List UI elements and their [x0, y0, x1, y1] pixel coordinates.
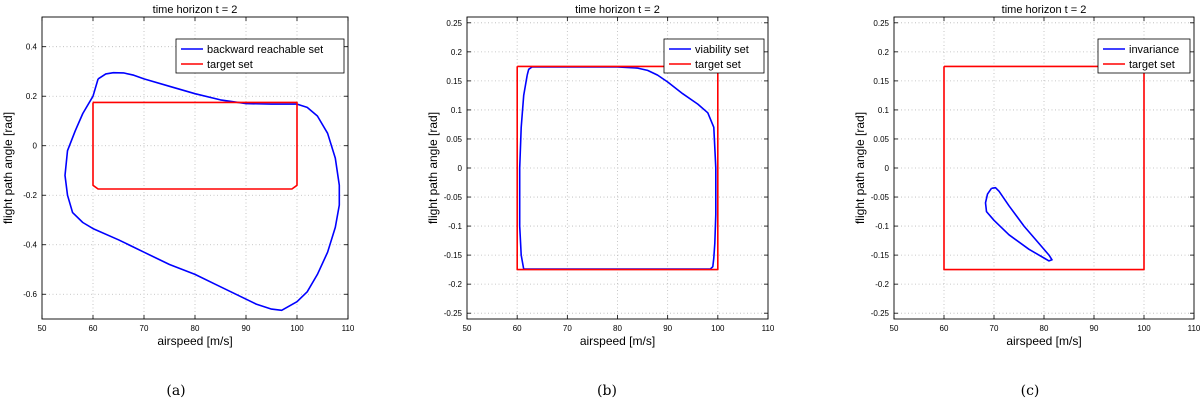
y-tick-label: -0.6	[23, 290, 37, 299]
chart-title: time horizon t = 2	[153, 4, 238, 16]
x-tick-label: 60	[89, 324, 98, 333]
legend-label: target set	[207, 59, 253, 71]
y-tick-label: 0.25	[873, 19, 889, 28]
y-axis-label: flight path angle [rad]	[853, 112, 867, 224]
y-tick-label: 0	[33, 142, 38, 151]
x-tick-label: 80	[613, 324, 622, 333]
legend: invariance target set	[1097, 38, 1191, 74]
legend-box	[175, 38, 345, 74]
x-tick-label: 100	[711, 324, 725, 333]
x-axis-label: airspeed [m/s]	[157, 334, 232, 348]
legend: backward reachable set target set	[175, 38, 345, 74]
y-axis-label: flight path angle [rad]	[1, 112, 15, 224]
y-tick-label: -0.25	[444, 309, 463, 318]
x-tick-label: 70	[140, 324, 149, 333]
y-tick-label: -0.4	[23, 241, 37, 250]
legend-label: target set	[1129, 59, 1175, 71]
axes-frame	[41, 16, 349, 320]
series-line-target-set	[943, 65, 1145, 271]
x-tick-label: 110	[762, 324, 775, 333]
panel-caption: (c)	[1021, 383, 1040, 399]
y-tick-label: 0.15	[446, 77, 462, 86]
x-tick-label: 70	[990, 324, 999, 333]
chart-title: time horizon t = 2	[575, 4, 660, 16]
legend-label: target set	[695, 59, 741, 71]
y-tick-label: -0.25	[871, 309, 890, 318]
x-tick-label: 110	[1188, 324, 1201, 333]
y-tick-label: 0	[885, 164, 890, 173]
legend-box	[663, 38, 765, 74]
y-tick-label: 0.15	[873, 77, 889, 86]
y-tick-label: -0.1	[448, 222, 462, 231]
x-tick-label: 80	[191, 324, 200, 333]
series-line-primary	[984, 186, 1053, 262]
series-line-target-set	[92, 101, 298, 190]
chart-panel-2: 50 60 70 80 90 100 110 -0.25 -0.2 -0.15 -0.1 -0.05 0…	[426, 4, 775, 399]
y-tick-label: 0	[458, 164, 463, 173]
x-tick-label: 60	[940, 324, 949, 333]
y-tick-label: -0.2	[448, 280, 462, 289]
x-tick-label: 90	[663, 324, 672, 333]
y-axis-label: flight path angle [rad]	[426, 112, 440, 224]
y-tick-label: -0.05	[871, 193, 890, 202]
y-tick-label: 0.4	[26, 43, 38, 52]
legend-box	[1097, 38, 1191, 74]
chart-panel-1: 50 60 70 80 90 100 110 -0.6 -0.4 -0.2 0 0.2 0.4 time …	[1, 4, 355, 399]
x-tick-label: 100	[1137, 324, 1151, 333]
x-tick-label: 50	[38, 324, 47, 333]
x-tick-label: 70	[563, 324, 572, 333]
panel-caption: (a)	[166, 383, 185, 399]
series-line-primary	[64, 71, 341, 312]
y-tick-label: -0.1	[875, 222, 889, 231]
y-tick-label: 0.25	[446, 19, 462, 28]
series-line-target-set	[516, 65, 719, 271]
x-tick-label: 100	[290, 324, 304, 333]
y-tick-label: 0.1	[878, 106, 890, 115]
y-tick-label: 0.2	[26, 92, 38, 101]
y-tick-label: 0.1	[451, 106, 463, 115]
x-tick-label: 110	[342, 324, 355, 333]
chart-title: time horizon t = 2	[1002, 4, 1087, 16]
legend-label: invariance	[1129, 44, 1179, 56]
x-axis-label: airspeed [m/s]	[580, 334, 655, 348]
x-tick-label: 80	[1040, 324, 1049, 333]
axes-frame	[893, 16, 1195, 320]
x-axis-label: airspeed [m/s]	[1006, 334, 1081, 348]
x-tick-label: 90	[1090, 324, 1099, 333]
y-tick-label: -0.2	[875, 280, 889, 289]
y-tick-label: 0.2	[878, 48, 890, 57]
chart-panel-3: 50 60 70 80 90 100 110 -0.25 -0.2 -0.15 -0.1 -0.05 0…	[853, 4, 1201, 399]
y-tick-label: -0.05	[444, 193, 463, 202]
legend: viability set target set	[663, 38, 765, 74]
x-tick-label: 60	[513, 324, 522, 333]
x-tick-label: 50	[890, 324, 899, 333]
y-tick-label: -0.2	[23, 191, 37, 200]
legend-label: backward reachable set	[207, 44, 323, 56]
panel-caption: (b)	[597, 383, 617, 399]
y-tick-label: -0.15	[871, 251, 890, 260]
y-tick-label: -0.15	[444, 251, 463, 260]
y-tick-label: 0.05	[446, 135, 462, 144]
y-tick-label: 0.05	[873, 135, 889, 144]
x-tick-label: 50	[463, 324, 472, 333]
axes-frame	[466, 16, 769, 320]
legend-label: viability set	[695, 44, 749, 56]
y-tick-label: 0.2	[451, 48, 463, 57]
x-tick-label: 90	[242, 324, 251, 333]
